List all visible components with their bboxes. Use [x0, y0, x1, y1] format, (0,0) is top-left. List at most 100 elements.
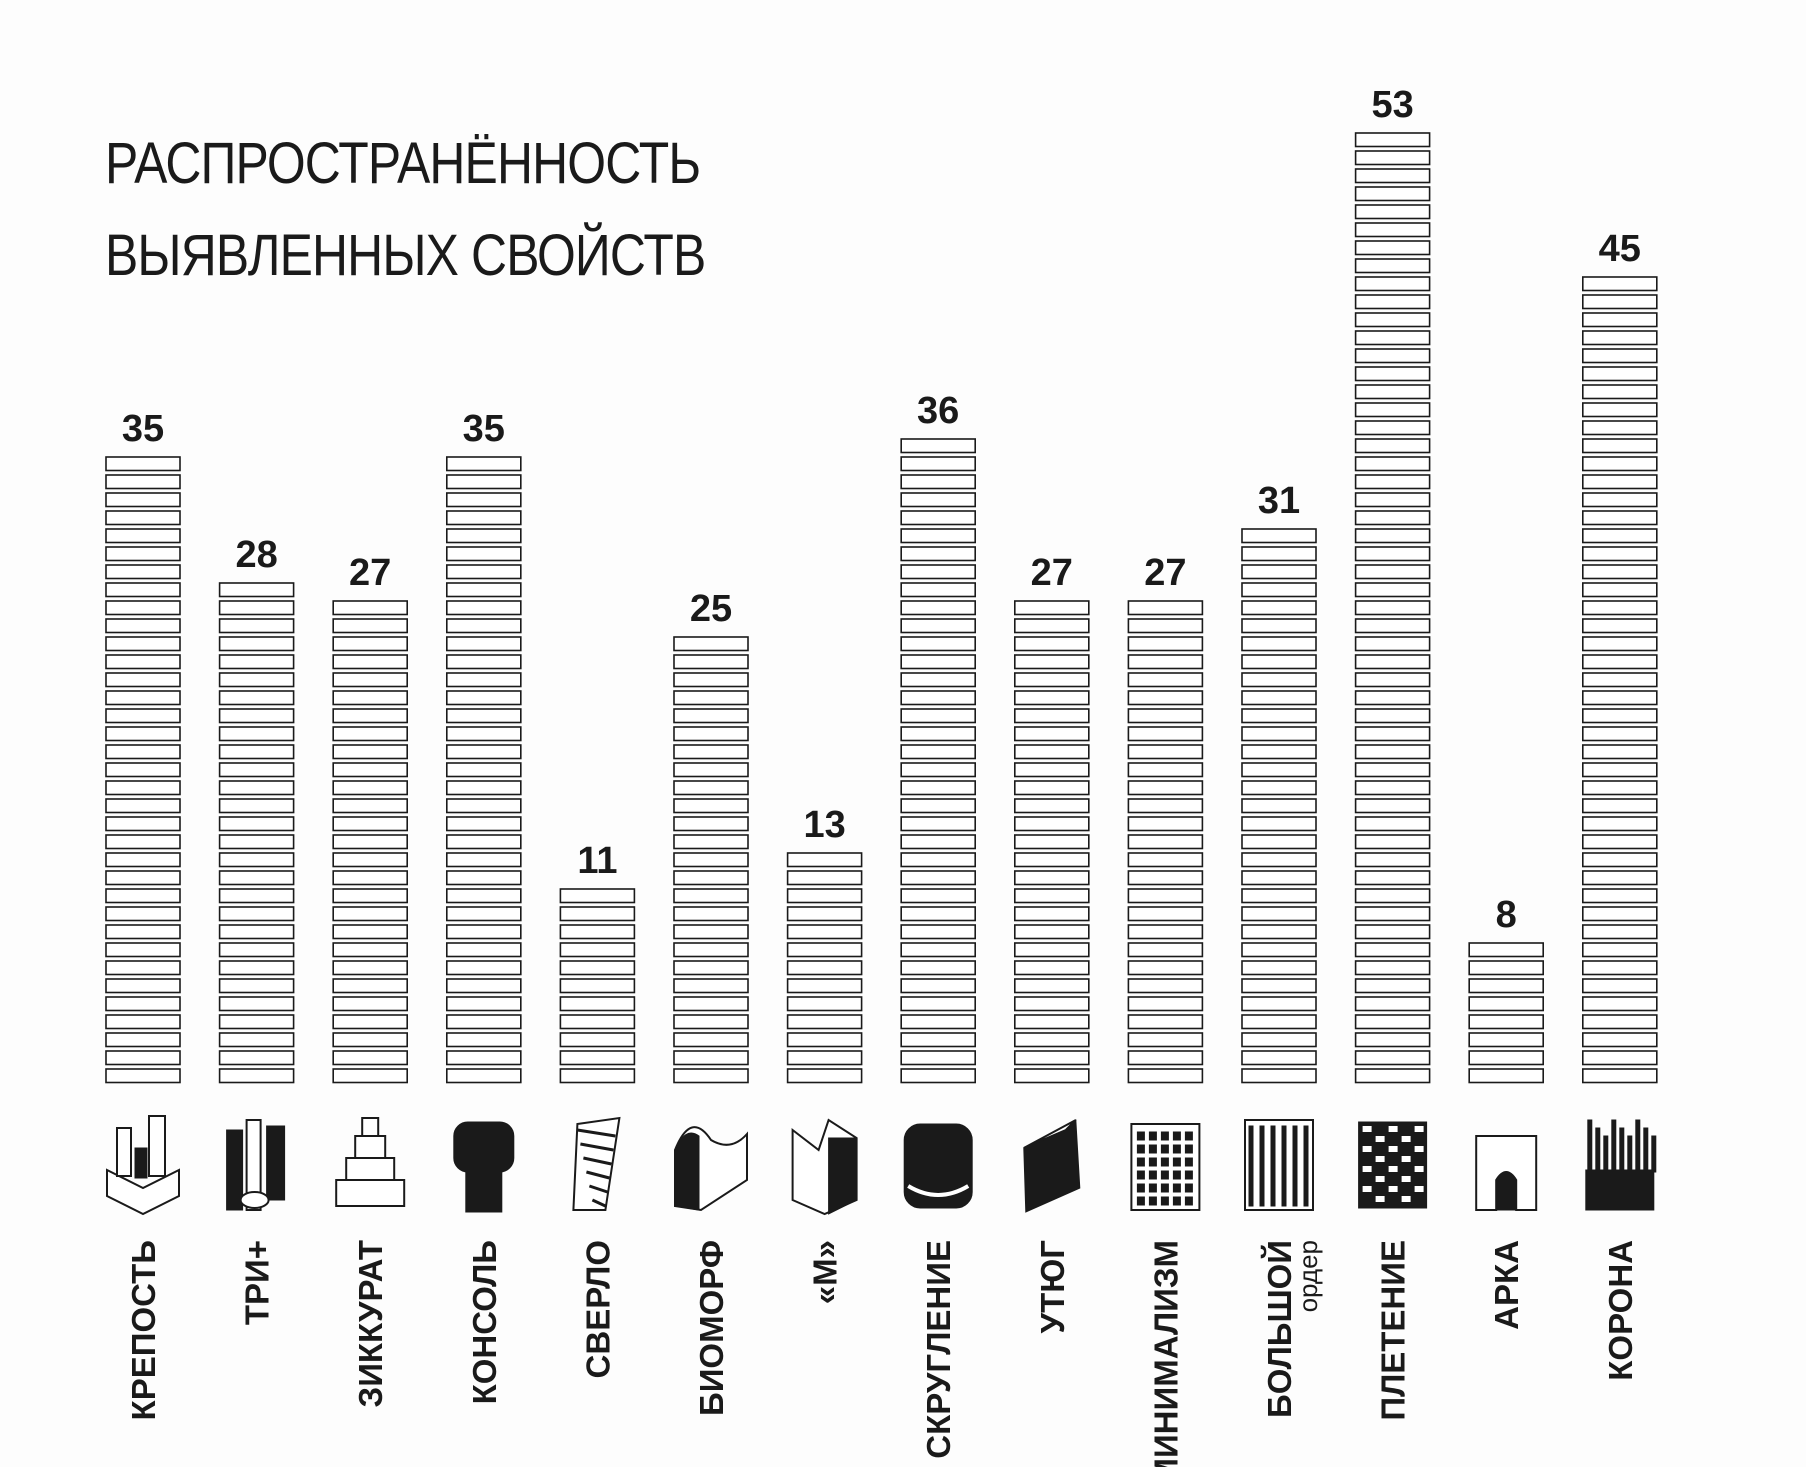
category-label: БОЛЬШОЙ [1260, 1240, 1298, 1418]
bar-1 [105, 456, 181, 1084]
bar-segment [1354, 564, 1431, 580]
bar-segment [1582, 528, 1658, 544]
bar-segment [1354, 402, 1431, 418]
bar-segment [1582, 474, 1658, 490]
bar-segment [1354, 600, 1431, 616]
bar-segment [445, 726, 522, 742]
bar-segment [1013, 816, 1090, 832]
bar-segment [105, 906, 181, 922]
bar-segment [105, 780, 181, 796]
bar-segment [445, 456, 522, 472]
bar-segment [673, 636, 749, 652]
bar-segment [1354, 798, 1431, 814]
bar-segment [105, 942, 181, 958]
bar-segment [900, 564, 977, 580]
bar-segment [1127, 618, 1204, 634]
bar-segment [1582, 384, 1658, 400]
category-label: СВЕРЛО [579, 1240, 616, 1378]
bar-segment [1013, 744, 1090, 760]
bar-segment [1241, 834, 1317, 850]
data-label: 27 [1031, 552, 1073, 594]
bar-segment [1468, 996, 1544, 1012]
bar-segment [1013, 978, 1090, 994]
bar-segment [332, 798, 409, 814]
category-label: БИОМОРФ [693, 1240, 730, 1416]
bar-segment [1127, 942, 1204, 958]
chart-title-line-2: ВЫЯВЛЕННЫХ СВОЙСТВ [105, 223, 706, 288]
bar-segment [332, 960, 409, 976]
bar-segment [1127, 888, 1204, 904]
bar-segment [559, 1014, 636, 1030]
bar-segment [900, 744, 977, 760]
category-label: ЗИККУРАТ [352, 1240, 389, 1407]
bar-4 [445, 456, 522, 1084]
bar-segment [900, 870, 977, 886]
bar-segment [1354, 222, 1431, 238]
bar-segment [1013, 708, 1090, 724]
bar-segment [900, 438, 977, 454]
bar-segment [900, 762, 977, 778]
bar-segment [900, 708, 977, 724]
data-label: 31 [1258, 480, 1300, 522]
bar-segment [1127, 978, 1204, 994]
bar-segment [1354, 942, 1431, 958]
bar-segment [1354, 960, 1431, 976]
biomorph-icon [674, 1126, 748, 1212]
bar-segment [445, 672, 522, 688]
bar-segment [218, 672, 295, 688]
bar-segment [1582, 348, 1658, 364]
bar-8 [900, 438, 977, 1084]
bar-segment [218, 960, 295, 976]
bar-segment [900, 798, 977, 814]
data-label: 45 [1599, 228, 1641, 270]
bar-segment [1468, 1050, 1544, 1066]
bar-segment [445, 780, 522, 796]
bar-segment [1582, 870, 1658, 886]
bar-segment [1127, 834, 1204, 850]
data-label: 35 [463, 408, 505, 450]
bar-segment [786, 978, 863, 994]
bar-segment [1127, 1050, 1204, 1066]
bar-segment [1127, 1014, 1204, 1030]
bar-segment [1127, 672, 1204, 688]
bar-segment [1354, 726, 1431, 742]
bar-segment [1354, 204, 1431, 220]
bar-segment [559, 1050, 636, 1066]
bar-segment [105, 762, 181, 778]
bar-segment [1013, 924, 1090, 940]
bar-segment [445, 870, 522, 886]
bar-segment [1241, 708, 1317, 724]
bar-segment [1354, 546, 1431, 562]
bar-segment [445, 600, 522, 616]
bar-segment [1354, 654, 1431, 670]
bar-segment [1354, 366, 1431, 382]
bar-segment [218, 618, 295, 634]
bar-segment [1582, 1068, 1658, 1084]
bar-segment [673, 726, 749, 742]
bar-segment [445, 978, 522, 994]
bar-segment [1354, 240, 1431, 256]
bar-segment [1127, 726, 1204, 742]
bar-segment [786, 1050, 863, 1066]
bar-segment [1354, 888, 1431, 904]
bar-segment [332, 870, 409, 886]
bar-segment [559, 960, 636, 976]
bar-segment [445, 798, 522, 814]
bar-segment [1354, 834, 1431, 850]
bar-segment [673, 1014, 749, 1030]
bar-segment [445, 852, 522, 868]
bar-segment [445, 888, 522, 904]
bar-segment [105, 546, 181, 562]
bar-segment [900, 834, 977, 850]
bar-segment [105, 510, 181, 526]
bar-segment [1127, 654, 1204, 670]
bar-segment [900, 780, 977, 796]
bar-segment [673, 1032, 749, 1048]
bar-6 [673, 636, 749, 1084]
bar-segment [1468, 942, 1544, 958]
bar-segment [218, 636, 295, 652]
bar-segment [1013, 1068, 1090, 1084]
bar-segment [900, 816, 977, 832]
bar-segment [1582, 906, 1658, 922]
